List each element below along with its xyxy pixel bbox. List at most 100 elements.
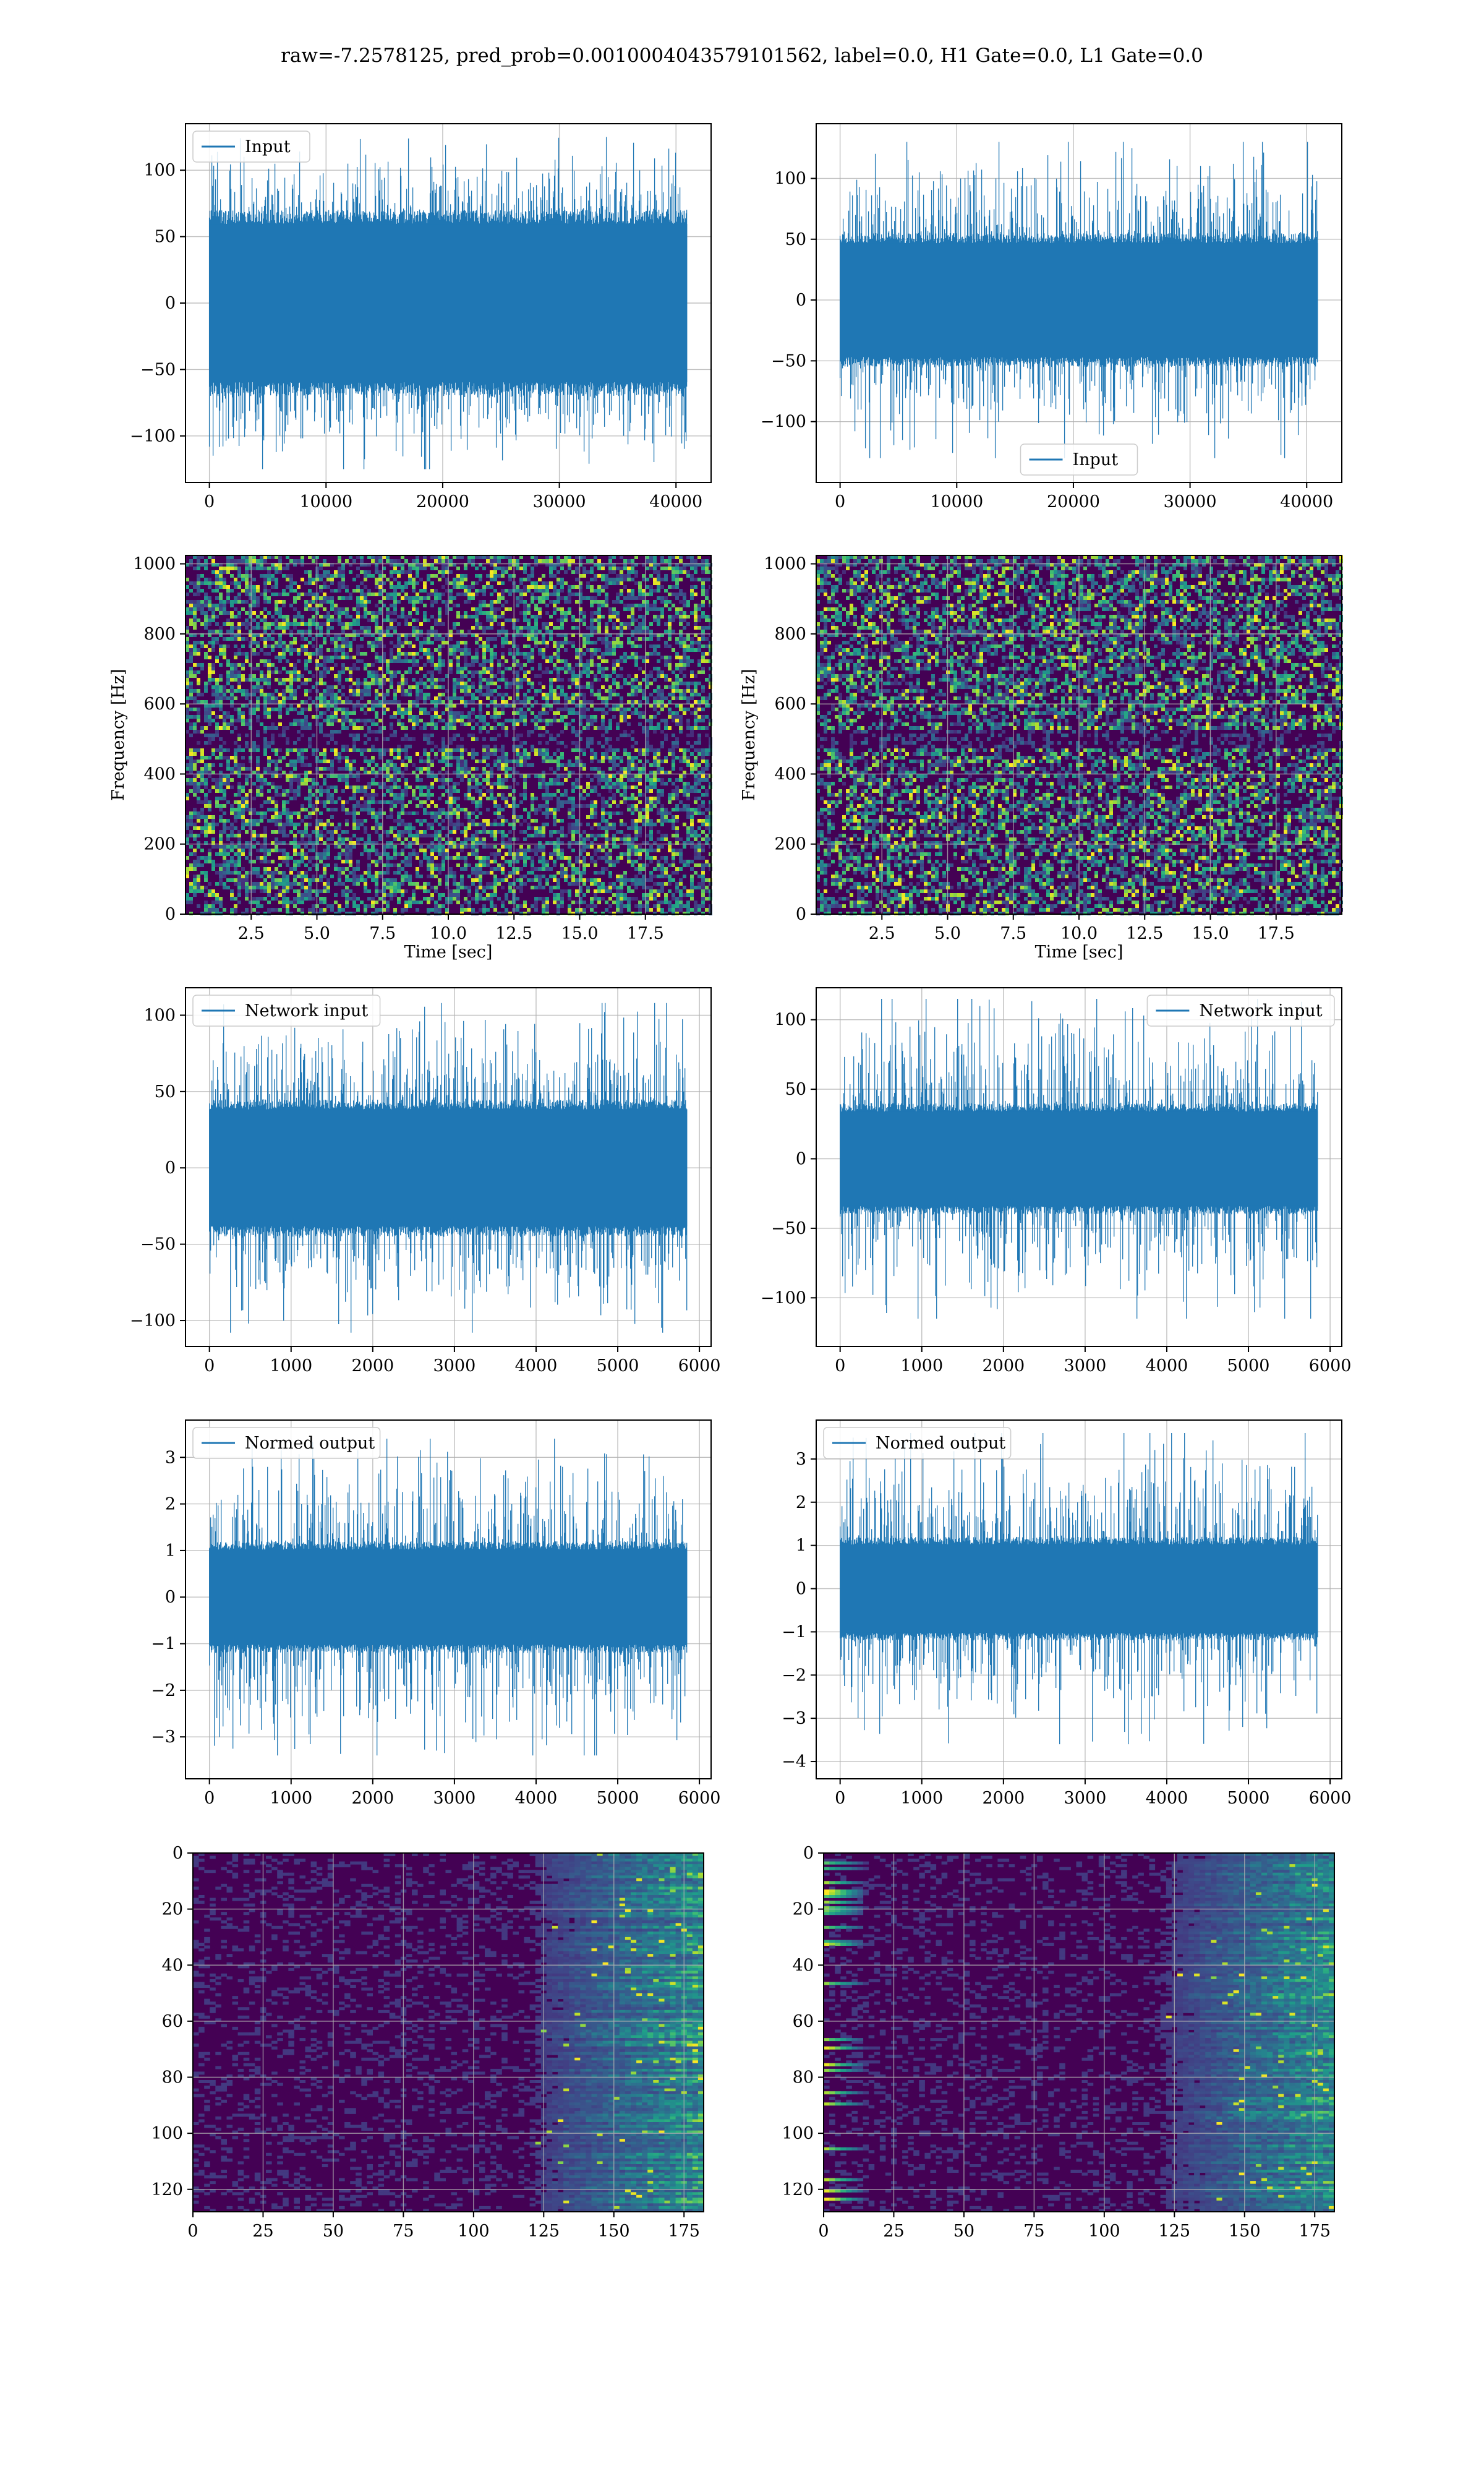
x-tick-label: 0 [835, 492, 845, 511]
legend-label: Normed output [245, 1434, 375, 1453]
legend: Normed output [193, 1427, 380, 1458]
y-tick-label: −100 [761, 1288, 806, 1308]
spectrogram-panel-r2c1: 2.5 5.0 7.5 10.0 12.5 15.0 17.5020040060080010… [109, 555, 712, 962]
x-tick-label: 150 [598, 2222, 630, 2241]
x-tick-label: 3000 [1064, 1356, 1107, 1376]
y-tick-label: 0 [165, 1158, 176, 1178]
x-tick-label: 5000 [1227, 1356, 1270, 1376]
y-tick-label: −100 [761, 413, 806, 432]
y-tick-label: 100 [143, 161, 176, 180]
line-panel-r4c2: 0 1000 2000 3000 4000 5000 6000−4−3−2−10123Nor… [782, 1420, 1351, 1808]
y-tick-label: 2 [796, 1493, 806, 1512]
x-tick-label: 17.5 [1258, 924, 1295, 943]
y-tick-label: 120 [151, 2180, 183, 2199]
y-tick-label: 100 [151, 2124, 183, 2143]
x-tick-label: 0 [835, 1789, 845, 1808]
y-tick-label: 2 [165, 1495, 176, 1514]
x-tick-label: 0 [835, 1356, 845, 1376]
y-tick-label: 0 [796, 1580, 806, 1599]
y-tick-label: 0 [803, 1844, 814, 1863]
x-tick-label: 5000 [597, 1789, 639, 1808]
series-core [840, 1544, 1318, 1633]
y-tick-label: −2 [151, 1681, 176, 1700]
y-tick-label: 200 [774, 835, 806, 854]
y-tick-label: 0 [796, 1150, 806, 1169]
y-tick-label: −50 [771, 351, 806, 370]
y-tick-label: 40 [793, 1956, 814, 1975]
y-tick-label: 0 [165, 294, 176, 313]
y-tick-label: −1 [782, 1622, 806, 1641]
x-tick-label: 20000 [1047, 492, 1100, 511]
y-tick-label: 20 [793, 1900, 814, 1919]
x-tick-label: 12.5 [1126, 924, 1163, 943]
legend: Normed output [824, 1427, 1011, 1458]
x-tick-label: 150 [1229, 2222, 1261, 2241]
y-tick-label: 0 [165, 1588, 176, 1607]
y-tick-label: 40 [162, 1956, 183, 1975]
y-tick-label: 20 [162, 1900, 183, 1919]
y-tick-label: 100 [774, 1011, 806, 1030]
y-tick-label: 60 [162, 2012, 183, 2031]
x-tick-label: 75 [393, 2222, 414, 2241]
x-tick-label: 7.5 [1000, 924, 1026, 943]
x-axis-label: Time [sec] [404, 943, 493, 962]
x-tick-label: 10000 [930, 492, 983, 511]
x-tick-label: 0 [204, 1789, 215, 1808]
x-tick-label: 0 [818, 2222, 829, 2241]
series-core [210, 1549, 688, 1645]
line-panel-r4c1: 0 1000 2000 3000 4000 5000 6000−3−2−10123Norme… [151, 1420, 720, 1808]
x-tick-label: 4000 [1146, 1356, 1188, 1376]
figure-title: raw=-7.2578125, pred_prob=0.001000404357… [281, 45, 1203, 67]
y-tick-label: 0 [165, 905, 176, 924]
y-tick-label: 1000 [764, 555, 806, 574]
series-core [840, 243, 1318, 357]
y-tick-label: 1 [796, 1536, 806, 1556]
x-tick-label: 4000 [515, 1356, 558, 1376]
x-tick-label: 0 [204, 1356, 215, 1376]
x-tick-label: 1000 [270, 1356, 312, 1376]
x-tick-label: 4000 [1146, 1789, 1188, 1808]
y-tick-label: 50 [155, 1082, 176, 1102]
x-tick-label: 5.0 [934, 924, 961, 943]
x-tick-label: 2000 [982, 1356, 1025, 1376]
legend: Network input [193, 995, 380, 1026]
y-tick-label: 50 [785, 1080, 806, 1099]
x-tick-label: 2.5 [238, 924, 265, 943]
x-tick-label: 30000 [533, 492, 586, 511]
x-tick-label: 50 [953, 2222, 974, 2241]
x-tick-label: 6000 [678, 1356, 721, 1376]
legend-label: Normed output [876, 1434, 1005, 1453]
x-tick-label: 1000 [900, 1356, 943, 1376]
x-tick-label: 3000 [433, 1789, 476, 1808]
x-tick-label: 25 [252, 2222, 273, 2241]
x-tick-label: 10.0 [430, 924, 467, 943]
x-tick-label: 10.0 [1060, 924, 1098, 943]
y-tick-label: −3 [151, 1727, 176, 1747]
y-tick-label: −4 [782, 1752, 806, 1771]
y-tick-label: −100 [130, 427, 176, 446]
y-tick-label: 80 [793, 2068, 814, 2087]
x-tick-label: 12.5 [495, 924, 532, 943]
x-tick-label: 125 [1159, 2222, 1191, 2241]
x-tick-label: 75 [1023, 2222, 1044, 2241]
x-tick-label: 50 [323, 2222, 344, 2241]
y-tick-label: 200 [143, 835, 176, 854]
x-tick-label: 40000 [1280, 492, 1333, 511]
x-tick-label: 15.0 [561, 924, 598, 943]
x-tick-label: 175 [1298, 2222, 1331, 2241]
x-tick-label: 175 [668, 2222, 700, 2241]
y-tick-label: −50 [140, 1235, 176, 1254]
x-axis-label: Time [sec] [1035, 943, 1124, 962]
x-tick-label: 1000 [270, 1789, 312, 1808]
series-core [210, 224, 688, 382]
x-tick-label: 17.5 [627, 924, 664, 943]
x-tick-label: 6000 [1309, 1789, 1352, 1808]
x-tick-label: 5000 [597, 1356, 639, 1376]
y-tick-label: 100 [782, 2124, 814, 2143]
y-tick-label: −100 [130, 1311, 176, 1330]
legend-label: Input [1073, 450, 1119, 469]
y-tick-label: 1000 [133, 555, 176, 574]
